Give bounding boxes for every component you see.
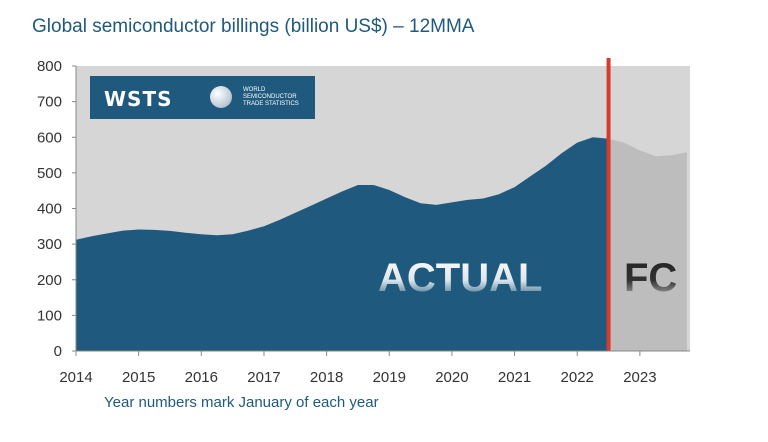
x-tick-label: 2022 [561,369,594,386]
x-tick-label: 2016 [185,369,218,386]
series-areas [76,137,687,351]
x-tick-labels: 2014 2015 2016 2017 2018 2019 2020 2021 2022 2023 [59,351,657,386]
x-tick-label: 2023 [623,369,656,386]
y-tick-label: 0 [54,343,62,360]
logo-text-line-1: WORLD [243,87,266,93]
actual-label: ACTUAL [378,256,542,300]
y-tick-label: 500 [37,165,62,182]
logo-text-line-3: TRADE STATISTICS [243,101,299,107]
y-tick-label: 600 [37,129,62,146]
x-tick-label: 2021 [498,369,531,386]
globe-icon [210,86,232,108]
series-area-actual [76,137,609,351]
x-tick-label: 2020 [435,369,468,386]
x-tick-label: 2017 [247,369,280,386]
wsts-logo: WSTS WORLD SEMICONDUCTOR TRADE STATISTIC… [90,76,315,119]
x-tick-label: 2019 [373,369,406,386]
y-tick-label: 700 [37,94,62,111]
chart-title: Global semiconductor billings (billion U… [32,16,475,37]
series-area-fc [608,138,687,351]
wsts-logo-mark: WSTS [104,87,173,111]
y-tick-label: 300 [37,236,62,253]
y-tick-label: 100 [37,307,62,324]
y-tick-label: 800 [37,58,62,75]
x-tick-label: 2015 [122,369,155,386]
logo-text-line-2: SEMICONDUCTOR [243,94,297,100]
y-tick-label: 200 [37,272,62,289]
forecast-label: FC [624,256,677,300]
x-axis-label: Year numbers mark January of each year [104,394,379,411]
y-tick-labels: 0 100 200 300 400 500 600 700 800 [37,58,76,360]
x-tick-label: 2018 [310,369,343,386]
x-tick-label: 2014 [59,369,92,386]
y-tick-label: 400 [37,201,62,218]
